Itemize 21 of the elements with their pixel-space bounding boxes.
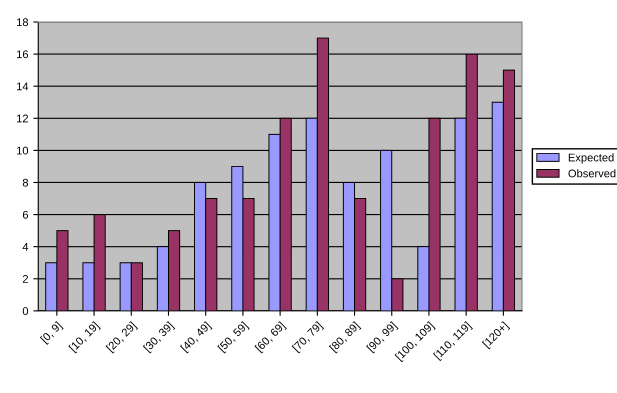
y-tick-label: 18 <box>17 18 28 26</box>
x-tick-label: [10, 19] <box>68 321 101 354</box>
y-tick-label: 2 <box>22 275 28 283</box>
y-tick-label: 10 <box>17 146 28 155</box>
y-tick-label: 4 <box>22 243 28 251</box>
y-tick-label: 14 <box>17 82 28 90</box>
x-tick-label: [80, 89] <box>328 321 362 354</box>
x-tick-label: [30, 39] <box>142 321 176 354</box>
x-tick-label: [60, 69] <box>254 321 287 354</box>
y-tick-label: 6 <box>22 210 28 219</box>
y-tick-label: 8 <box>22 178 28 187</box>
x-tick-label: [0, 9] <box>40 321 64 345</box>
x-tick-label: [20, 29] <box>106 321 138 354</box>
x-tick-label: [70, 79] <box>292 321 324 354</box>
y-tick-label: 0 <box>22 307 28 315</box>
x-tick-label: [40, 49] <box>180 321 212 354</box>
y-tick-label: 12 <box>17 114 28 122</box>
legend-label: Observed <box>568 169 616 178</box>
x-tick-label: [50, 59] <box>217 321 250 354</box>
legend-label: Expected <box>568 153 614 164</box>
y-tick-label: 16 <box>17 50 28 58</box>
